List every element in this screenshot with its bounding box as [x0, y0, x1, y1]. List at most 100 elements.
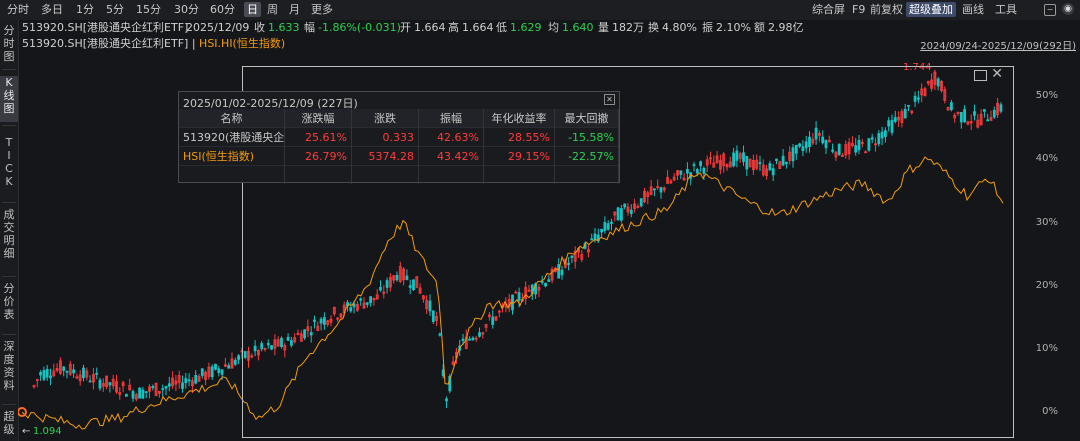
candle-body [445, 398, 448, 402]
candle-body [379, 287, 382, 291]
row-annual-return: 28.55% [483, 127, 555, 147]
range-selection-box[interactable]: ✕ [242, 66, 1014, 438]
period-1min[interactable]: 1分 [76, 3, 94, 16]
row-annual-return: 29.15% [483, 146, 555, 166]
period-multiday[interactable]: 多日 [41, 3, 63, 16]
wp-badge-icon[interactable]: ◉ [1062, 3, 1074, 15]
candle-body [144, 391, 148, 393]
quote-info-row [0, 20, 1080, 36]
candle-body [834, 151, 838, 158]
candle-body [534, 283, 537, 295]
table-row[interactable]: 513920(港股通央企红 25.61% 0.333 42.63% 28.55%… [179, 127, 619, 147]
candle-body [933, 71, 937, 85]
period-month[interactable]: 月 [289, 3, 300, 16]
period-day[interactable]: 日 [244, 2, 261, 17]
candle-body [233, 359, 237, 365]
candle-body [418, 287, 422, 294]
candle-body [164, 386, 168, 389]
period-more[interactable]: 更多 [311, 3, 333, 16]
candle-body [983, 109, 986, 112]
candle-body [45, 368, 49, 378]
close-icon[interactable]: ✕ [604, 94, 615, 105]
candle-body [88, 380, 92, 383]
candle-body [286, 336, 290, 341]
candle-body [131, 391, 135, 399]
super-overlay-button[interactable]: 超级叠加 [906, 2, 956, 17]
maximize-icon[interactable] [974, 70, 987, 81]
table-row[interactable]: HSI(恒生指数) 26.79% 5374.28 43.42% 29.15% -… [179, 146, 619, 166]
period-30min[interactable]: 30分 [174, 3, 199, 16]
candle-body [728, 161, 732, 168]
candle-body [613, 211, 617, 216]
candle-body [451, 361, 455, 365]
period-15min[interactable]: 15分 [136, 3, 161, 16]
candle-body [636, 205, 640, 208]
candle-body [517, 292, 521, 301]
candle-body [788, 151, 792, 161]
row-max-drawdown: -22.57% [554, 146, 619, 166]
candle-body [847, 142, 851, 155]
draw-line-button[interactable]: 画线 [962, 3, 984, 16]
candle-body [540, 281, 544, 283]
candle-body [926, 81, 930, 84]
candle-body [471, 337, 475, 341]
candle-body [207, 366, 211, 377]
candle-body [775, 158, 778, 162]
candle-body [864, 151, 867, 154]
tab-trade-detail[interactable]: 成交明细 [0, 208, 18, 268]
candle-body [837, 143, 841, 156]
f9-button[interactable]: F9 [852, 3, 866, 16]
candle-body [65, 370, 69, 373]
period-60min[interactable]: 60分 [210, 3, 235, 16]
date-range-label[interactable]: 2024/09/24-2025/12/09(292日) [920, 41, 1076, 52]
candle-body [372, 297, 376, 301]
legend-overlay-series[interactable]: HSI.HI(恒生指数) [199, 37, 286, 50]
composite-screen-button[interactable]: 综合屏 [812, 3, 845, 16]
candle-body [801, 146, 805, 152]
candle-body [299, 333, 303, 342]
tab-price-table[interactable]: 分价表 [0, 282, 18, 328]
candle-body [765, 168, 768, 176]
candle-body [167, 383, 171, 387]
legend-main-series[interactable]: 513920.SH[港股通央企红利ETF] [22, 37, 189, 50]
close-icon[interactable]: ✕ [991, 66, 1003, 82]
candle-body [428, 300, 432, 312]
tab-intraday-chart[interactable]: 分时图 [0, 24, 18, 66]
tab-depth-data[interactable]: 深度资料 [0, 340, 18, 400]
candle-body [431, 310, 435, 322]
candle-body [827, 139, 831, 143]
y-axis-label: 0% [1042, 406, 1058, 417]
y-axis-label: 30% [1035, 217, 1058, 228]
candle-body [781, 155, 785, 166]
period-5min[interactable]: 5分 [106, 3, 124, 16]
candle-body [289, 340, 293, 346]
row-max-drawdown: -15.58% [554, 127, 619, 147]
candle-body [676, 170, 679, 176]
period-week[interactable]: 周 [267, 3, 278, 16]
candle-body [923, 88, 927, 97]
candle-body [903, 108, 907, 119]
candle-body [629, 209, 633, 215]
candle-body [105, 375, 108, 387]
candle-body [758, 162, 762, 165]
candle-body [976, 119, 980, 128]
candle-body [141, 389, 145, 399]
period-intraday[interactable]: 分时 [7, 3, 29, 16]
kline-chart[interactable] [18, 52, 1080, 441]
avg-value: 1.640 [562, 21, 594, 34]
candle-body [220, 369, 224, 375]
tools-button[interactable]: 工具 [995, 3, 1017, 16]
candle-body [266, 343, 270, 346]
candle-body [992, 109, 996, 118]
tab-super[interactable]: 超级 [0, 410, 18, 440]
candle-body [682, 177, 686, 181]
minimize-icon[interactable]: − [1044, 4, 1056, 16]
candle-body [524, 287, 528, 300]
candle-body [35, 379, 39, 381]
candle-body [811, 138, 815, 144]
candle-body [115, 381, 118, 393]
forward-adjust-button[interactable]: 前复权 [870, 3, 903, 16]
